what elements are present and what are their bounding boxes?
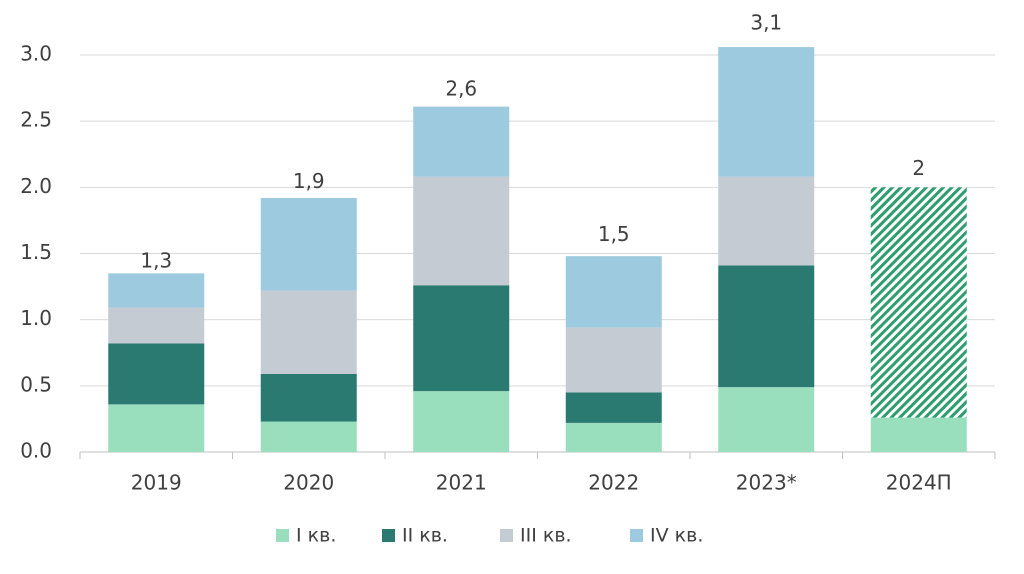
total-label: 2 [912, 156, 925, 180]
bar-segment [413, 285, 510, 392]
bar-segment [565, 327, 662, 393]
legend-swatch [630, 529, 643, 542]
x-tick-label: 2024П [886, 471, 952, 495]
total-label: 3,1 [750, 10, 782, 34]
legend-label: I кв. [296, 525, 336, 547]
legend-swatch [382, 529, 395, 542]
bar-segment [108, 404, 205, 452]
legend-label: III кв. [520, 525, 572, 547]
x-tick-label: 2023* [736, 471, 797, 495]
bar-segment [718, 176, 815, 266]
bar-segment [718, 47, 815, 177]
bar-segment [108, 273, 205, 308]
bar-segment [413, 176, 510, 286]
x-tick-label: 2019 [131, 471, 182, 495]
bar-segment [260, 421, 357, 452]
total-label: 1,3 [140, 248, 172, 272]
y-tick-label: 0.0 [20, 439, 52, 463]
legend-swatch [500, 529, 513, 542]
bar-segment [718, 265, 815, 388]
y-tick-label: 3.0 [20, 42, 52, 66]
legend-swatch [276, 529, 289, 542]
bar-segment [413, 391, 510, 452]
bar-segment [260, 290, 357, 374]
x-tick-label: 2020 [283, 471, 334, 495]
total-label: 1,9 [293, 169, 325, 193]
y-tick-label: 2.5 [20, 108, 52, 132]
x-tick-label: 2021 [436, 471, 487, 495]
legend-label: II кв. [402, 525, 448, 547]
bar-segment [718, 387, 815, 452]
bar-segment [870, 417, 967, 452]
total-label: 2,6 [445, 76, 477, 100]
bar-segment [870, 187, 967, 418]
bar-segment [565, 256, 662, 328]
bar-segment [565, 392, 662, 423]
y-tick-label: 0.5 [20, 372, 52, 396]
y-tick-label: 2.0 [20, 174, 52, 198]
bar-segment [260, 373, 357, 422]
bar-segment [108, 343, 205, 405]
bar-segment [565, 422, 662, 452]
y-tick-label: 1.0 [20, 306, 52, 330]
total-label: 1,5 [598, 222, 630, 246]
y-tick-label: 1.5 [20, 240, 52, 264]
legend-label: IV кв. [650, 525, 703, 547]
bar-segment [413, 106, 510, 177]
bar-segment [260, 197, 357, 291]
bar-segment [108, 307, 205, 344]
x-tick-label: 2022 [588, 471, 639, 495]
legend: I кв. II кв. III кв. IV кв. [276, 525, 703, 547]
